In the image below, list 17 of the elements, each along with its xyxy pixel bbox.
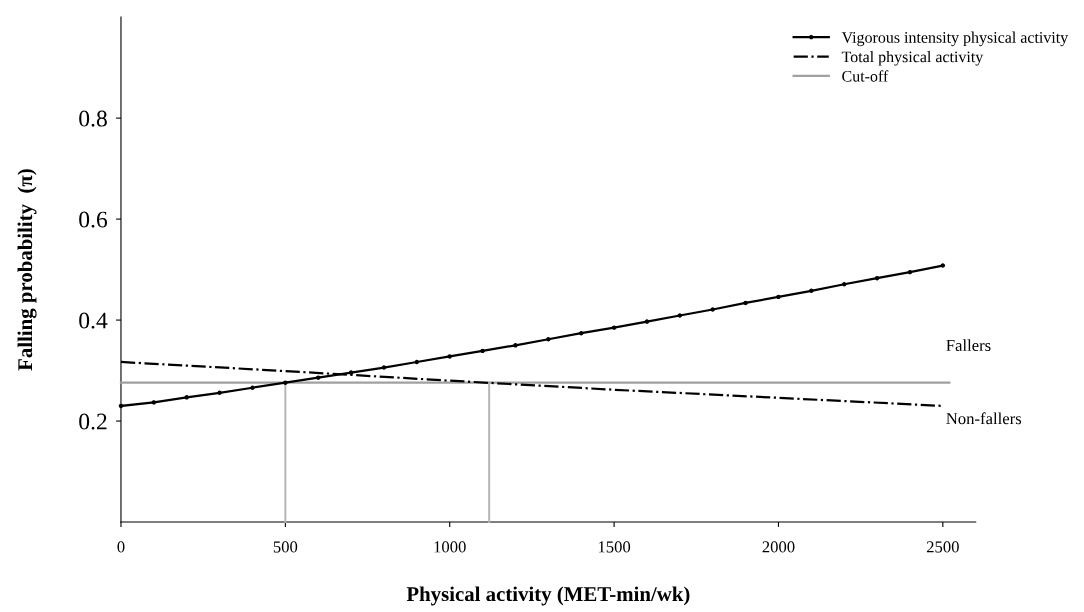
y-tick-label: 0.8 <box>79 110 107 127</box>
x-tick-label: 1000 <box>434 541 466 553</box>
x-tick-label: 500 <box>273 541 298 553</box>
annotation: Fallers <box>946 339 991 352</box>
y-tick-label: 0.2 <box>79 413 107 430</box>
y-tick-label: 0.6 <box>79 211 108 228</box>
legend-label: Cut-off <box>842 70 889 82</box>
y-axis-title: Falling probability (π) <box>17 169 37 371</box>
annotation: Non-fallers <box>946 412 1022 425</box>
x-tick-label: 0 <box>117 541 125 553</box>
x-tick-label: 1500 <box>598 541 631 553</box>
legend-label: Total physical activity <box>841 51 984 66</box>
x-axis-title: Physical activity (MET-min/wk) <box>406 586 690 606</box>
x-tick-label: 2500 <box>926 541 959 553</box>
x-tick-label: 2000 <box>762 541 795 553</box>
y-tick-label: 0.4 <box>79 312 108 329</box>
legend-label: Vigorous intensity physical activity <box>841 31 1069 47</box>
